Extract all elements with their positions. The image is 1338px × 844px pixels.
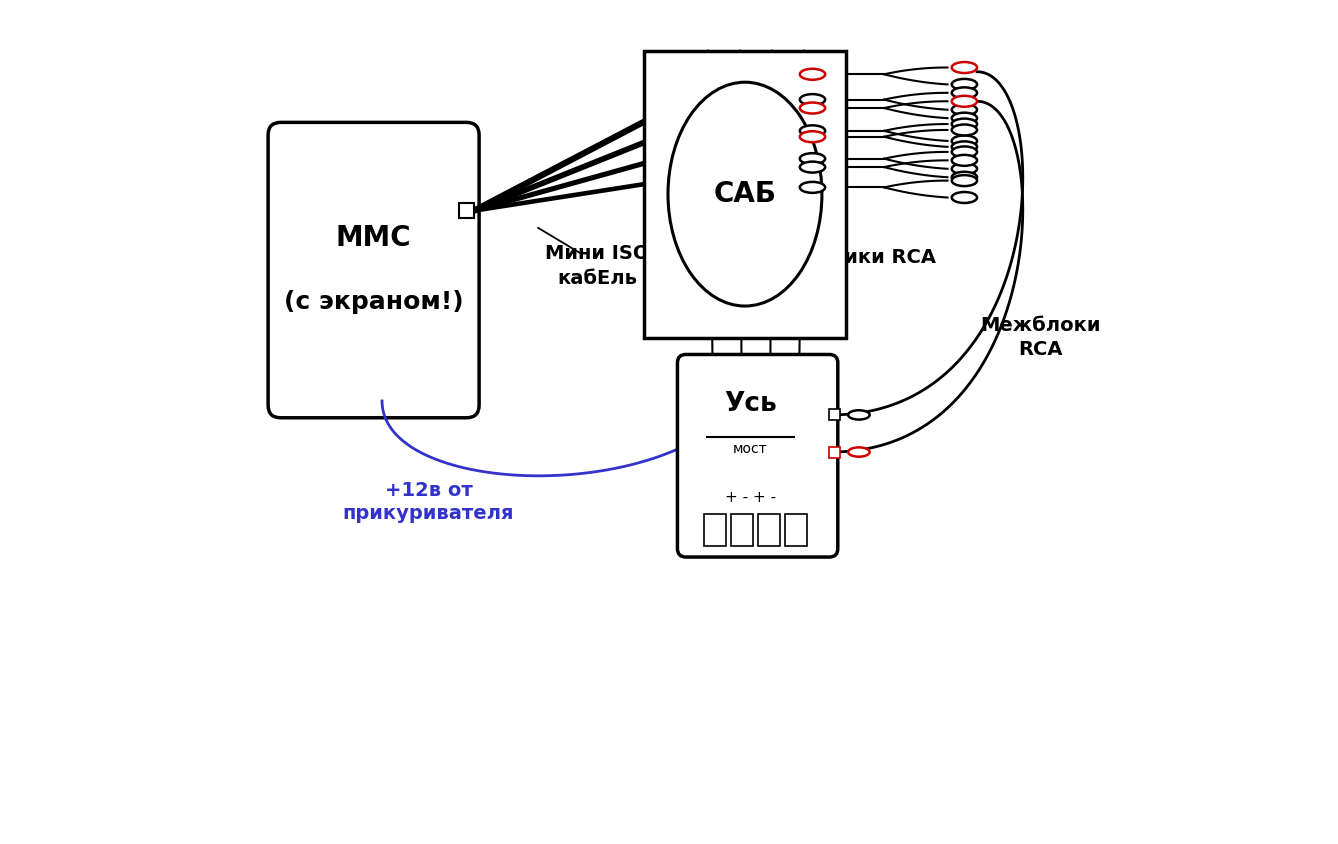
Ellipse shape (951, 176, 977, 187)
Ellipse shape (800, 132, 826, 143)
Ellipse shape (951, 147, 977, 158)
Ellipse shape (668, 82, 822, 306)
Ellipse shape (951, 105, 977, 116)
Text: + - + -: + - + - (725, 490, 776, 505)
Bar (759, 514, 780, 546)
Ellipse shape (800, 95, 826, 106)
Ellipse shape (951, 164, 977, 175)
Ellipse shape (951, 155, 977, 165)
Ellipse shape (800, 69, 826, 80)
Ellipse shape (951, 172, 977, 182)
FancyBboxPatch shape (268, 122, 479, 418)
Ellipse shape (951, 192, 977, 203)
Text: +12в от
прикуривателя: +12в от прикуривателя (343, 481, 514, 523)
Bar (459, 203, 474, 219)
Text: Мини ISO
кабЕль: Мини ISO кабЕль (545, 244, 649, 288)
Text: Межблоки
RCA: Межблоки RCA (981, 316, 1101, 359)
Bar (704, 514, 727, 546)
Ellipse shape (951, 119, 977, 130)
Ellipse shape (951, 62, 977, 73)
Ellipse shape (800, 182, 826, 193)
Ellipse shape (951, 135, 977, 147)
Ellipse shape (800, 154, 826, 164)
Text: (с экраном!): (с экраном!) (284, 290, 463, 315)
Ellipse shape (800, 126, 826, 137)
Ellipse shape (951, 112, 977, 124)
Ellipse shape (951, 96, 977, 107)
Bar (732, 514, 753, 546)
Bar (785, 514, 807, 546)
Text: САБ: САБ (713, 180, 776, 208)
Text: мост: мост (733, 442, 768, 456)
Ellipse shape (800, 162, 826, 173)
Ellipse shape (848, 447, 870, 457)
Text: Усь: Усь (724, 391, 777, 417)
Text: Y переходники RCA: Y переходники RCA (714, 248, 937, 267)
Bar (830, 409, 840, 420)
Ellipse shape (848, 410, 870, 419)
Ellipse shape (951, 142, 977, 153)
Ellipse shape (951, 88, 977, 99)
Ellipse shape (951, 125, 977, 136)
Ellipse shape (951, 79, 977, 90)
Ellipse shape (800, 103, 826, 114)
Text: ММС: ММС (336, 224, 411, 252)
Bar (830, 446, 840, 457)
Bar (644, 51, 846, 338)
FancyBboxPatch shape (677, 354, 838, 557)
